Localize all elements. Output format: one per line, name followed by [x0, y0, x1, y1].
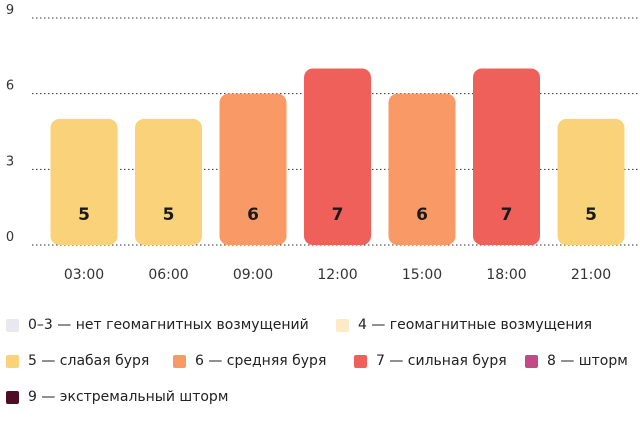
bar-value-label: 5 — [585, 205, 597, 225]
x-tick-label: 12:00 — [317, 267, 357, 283]
legend-swatch — [173, 354, 186, 368]
legend-item-7: 7 — сильная буря — [354, 353, 507, 369]
x-tick-label: 06:00 — [148, 267, 188, 283]
y-tick-label: 0 — [6, 230, 14, 245]
x-tick-label: 09:00 — [233, 267, 273, 283]
legend-item-5: 5 — слабая буря — [6, 353, 149, 369]
legend-item-6: 6 — средняя буря — [173, 353, 326, 369]
legend-swatch — [336, 318, 349, 332]
x-tick-label: 18:00 — [486, 267, 526, 283]
x-axis-ticks: 03:00 06:00 09:00 12:00 15:00 18:00 21:00 — [64, 267, 611, 283]
bar-value-label: 6 — [247, 205, 259, 225]
legend-item-4: 4 — геомагнитные возмущения — [336, 317, 592, 333]
y-tick-label: 6 — [6, 79, 14, 94]
y-axis-ticks: 0 3 6 9 — [6, 3, 14, 245]
legend-swatch — [354, 354, 367, 368]
legend-swatch — [6, 354, 19, 368]
legend-label: 4 — геомагнитные возмущения — [358, 317, 593, 333]
x-tick-label: 15:00 — [402, 267, 442, 283]
y-tick-label: 9 — [6, 3, 14, 18]
legend-item-0-3: 0–3 — нет геомагнитных возмущений — [6, 317, 309, 333]
bar-15:00 — [388, 93, 456, 246]
bar-09:00 — [219, 93, 287, 246]
legend-swatch — [6, 390, 19, 404]
legend-label: 6 — средняя буря — [195, 353, 327, 369]
bar-12:00 — [304, 68, 371, 245]
x-tick-label: 03:00 — [64, 267, 104, 283]
y-tick-label: 3 — [6, 154, 14, 169]
legend-item-8: 8 — шторм — [525, 353, 628, 369]
legend-swatch — [6, 318, 19, 332]
legend-label: 0–3 — нет геомагнитных возмущений — [28, 317, 309, 333]
legend-label: 9 — экстремальный шторм — [28, 389, 229, 405]
bar-03:00 — [50, 118, 118, 245]
bar-18:00 — [473, 68, 540, 245]
legend-label: 7 — сильная буря — [376, 353, 507, 369]
legend-item-9: 9 — экстремальный шторм — [6, 389, 228, 405]
x-tick-label: 21:00 — [571, 267, 611, 283]
legend-label: 5 — слабая буря — [28, 353, 150, 369]
bar-value-label: 5 — [78, 205, 90, 225]
legend-label: 8 — шторм — [547, 353, 628, 369]
legend-swatch — [525, 354, 538, 368]
bars: 5 5 6 7 6 7 5 — [50, 68, 625, 246]
bar-06:00 — [135, 118, 202, 245]
bar-value-label: 5 — [163, 205, 175, 225]
bar-value-label: 6 — [416, 205, 428, 225]
bar-21:00 — [557, 118, 625, 245]
bar-value-label: 7 — [332, 205, 344, 225]
bar-value-label: 7 — [501, 205, 513, 225]
